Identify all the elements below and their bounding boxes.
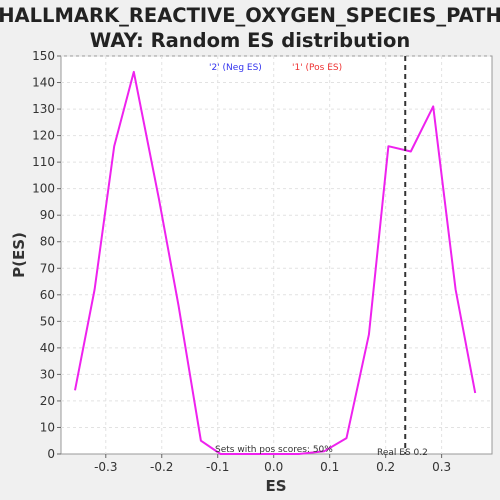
y-tick-label: 90 <box>40 208 55 222</box>
x-axis-label: ES <box>265 477 286 495</box>
x-tick-label: 0.0 <box>264 460 283 474</box>
y-tick-label: 0 <box>47 447 55 461</box>
x-tick-label: -0.1 <box>206 460 229 474</box>
chart-title-line1: HALLMARK_REACTIVE_OXYGEN_SPECIES_PATH <box>0 4 500 27</box>
x-tick-label: -0.2 <box>150 460 173 474</box>
legend-pos-es: '1' (Pos ES) <box>292 63 342 73</box>
series-line <box>74 70 477 455</box>
y-tick-label: 100 <box>32 182 55 196</box>
y-tick-label: 120 <box>32 129 55 143</box>
y-tick-label: 50 <box>40 314 55 328</box>
y-tick-label: 20 <box>40 394 55 408</box>
gridlines <box>61 55 492 454</box>
y-tick-label: 150 <box>32 49 55 63</box>
y-axis-label: P(ES) <box>10 232 28 278</box>
y-tick-label: 130 <box>32 102 55 116</box>
x-tick-label: 0.2 <box>376 460 395 474</box>
y-tick-label: 40 <box>40 341 55 355</box>
series-layer <box>74 70 477 455</box>
y-tick-label: 10 <box>40 420 55 434</box>
y-tick-label: 30 <box>40 367 55 381</box>
plot-area <box>60 55 493 455</box>
legend-neg-es: '2' (Neg ES) <box>209 63 262 73</box>
x-tick-label: -0.3 <box>94 460 117 474</box>
y-tick-label: 140 <box>32 76 55 90</box>
x-tick-label: 0.1 <box>320 460 339 474</box>
x-tick-label: 0.3 <box>432 460 451 474</box>
axes: 0 10 20 30 40 50 60 70 80 90 100 110 120 130 140 150 -0.… <box>32 49 451 474</box>
y-tick-label: 80 <box>40 235 55 249</box>
y-tick-label: 60 <box>40 288 55 302</box>
y-tick-label: 70 <box>40 261 55 275</box>
annotation-pos-scores: Sets with pos scores: 50% <box>215 445 333 455</box>
chart-title-line2: WAY: Random ES distribution <box>90 29 411 52</box>
annotation-real-es: Real ES 0.2 <box>377 448 428 458</box>
y-tick-label: 110 <box>32 155 55 169</box>
